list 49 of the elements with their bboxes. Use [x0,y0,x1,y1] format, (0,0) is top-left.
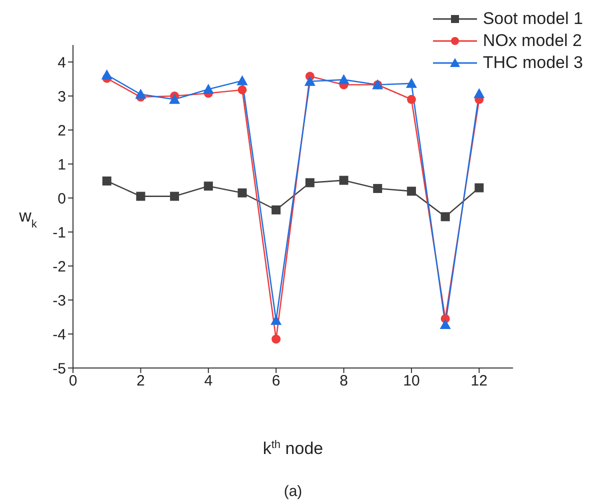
y-axis-title: w$_{k}$ [18,206,38,230]
point [304,76,316,86]
point [101,69,112,80]
x-tick-label: 12 [470,372,488,390]
y-tick-label: -5 [52,360,66,378]
point [270,314,282,325]
y-tick-label: 0 [58,190,66,208]
point [204,182,213,191]
point [202,84,214,94]
point [170,192,180,201]
x-tick-label: 4 [204,372,213,390]
legend-label: NOx model 2 [482,31,582,51]
legend-label: Soot model 1 [482,9,583,29]
point [169,94,180,104]
point [136,192,146,201]
point [339,176,348,185]
y-tick-label: 2 [58,122,66,140]
x-tick-label: 6 [272,372,280,390]
x-tick-label: 2 [136,372,145,390]
x-tick-label: 8 [340,372,348,390]
text: (a) [284,483,302,500]
point [135,88,146,99]
point [305,178,314,188]
point [474,183,484,192]
y-tick-label: -4 [52,326,66,344]
y-tick-label: -1 [52,224,66,242]
point [406,186,416,196]
point [102,176,112,186]
point [272,205,281,214]
point [440,318,451,329]
y-tick-label: -2 [52,258,66,276]
y-tick-label: 4 [58,54,66,72]
point [238,85,247,94]
y-tick-label: 1 [58,156,66,174]
point [238,188,247,198]
point [272,334,281,344]
y-tick-label: -3 [52,292,66,310]
x-axis-title: k$^{th}$ node [262,439,324,458]
x-tick-label: 0 [68,372,78,390]
point [338,74,350,84]
x-tick-label: 10 [403,372,420,390]
y-tick-label: 3 [58,88,66,106]
point [406,94,416,104]
point [236,75,248,86]
point [406,78,417,88]
legend-label: THC model 3 [482,53,583,73]
point [474,88,485,98]
point [373,184,382,193]
point [440,212,450,222]
